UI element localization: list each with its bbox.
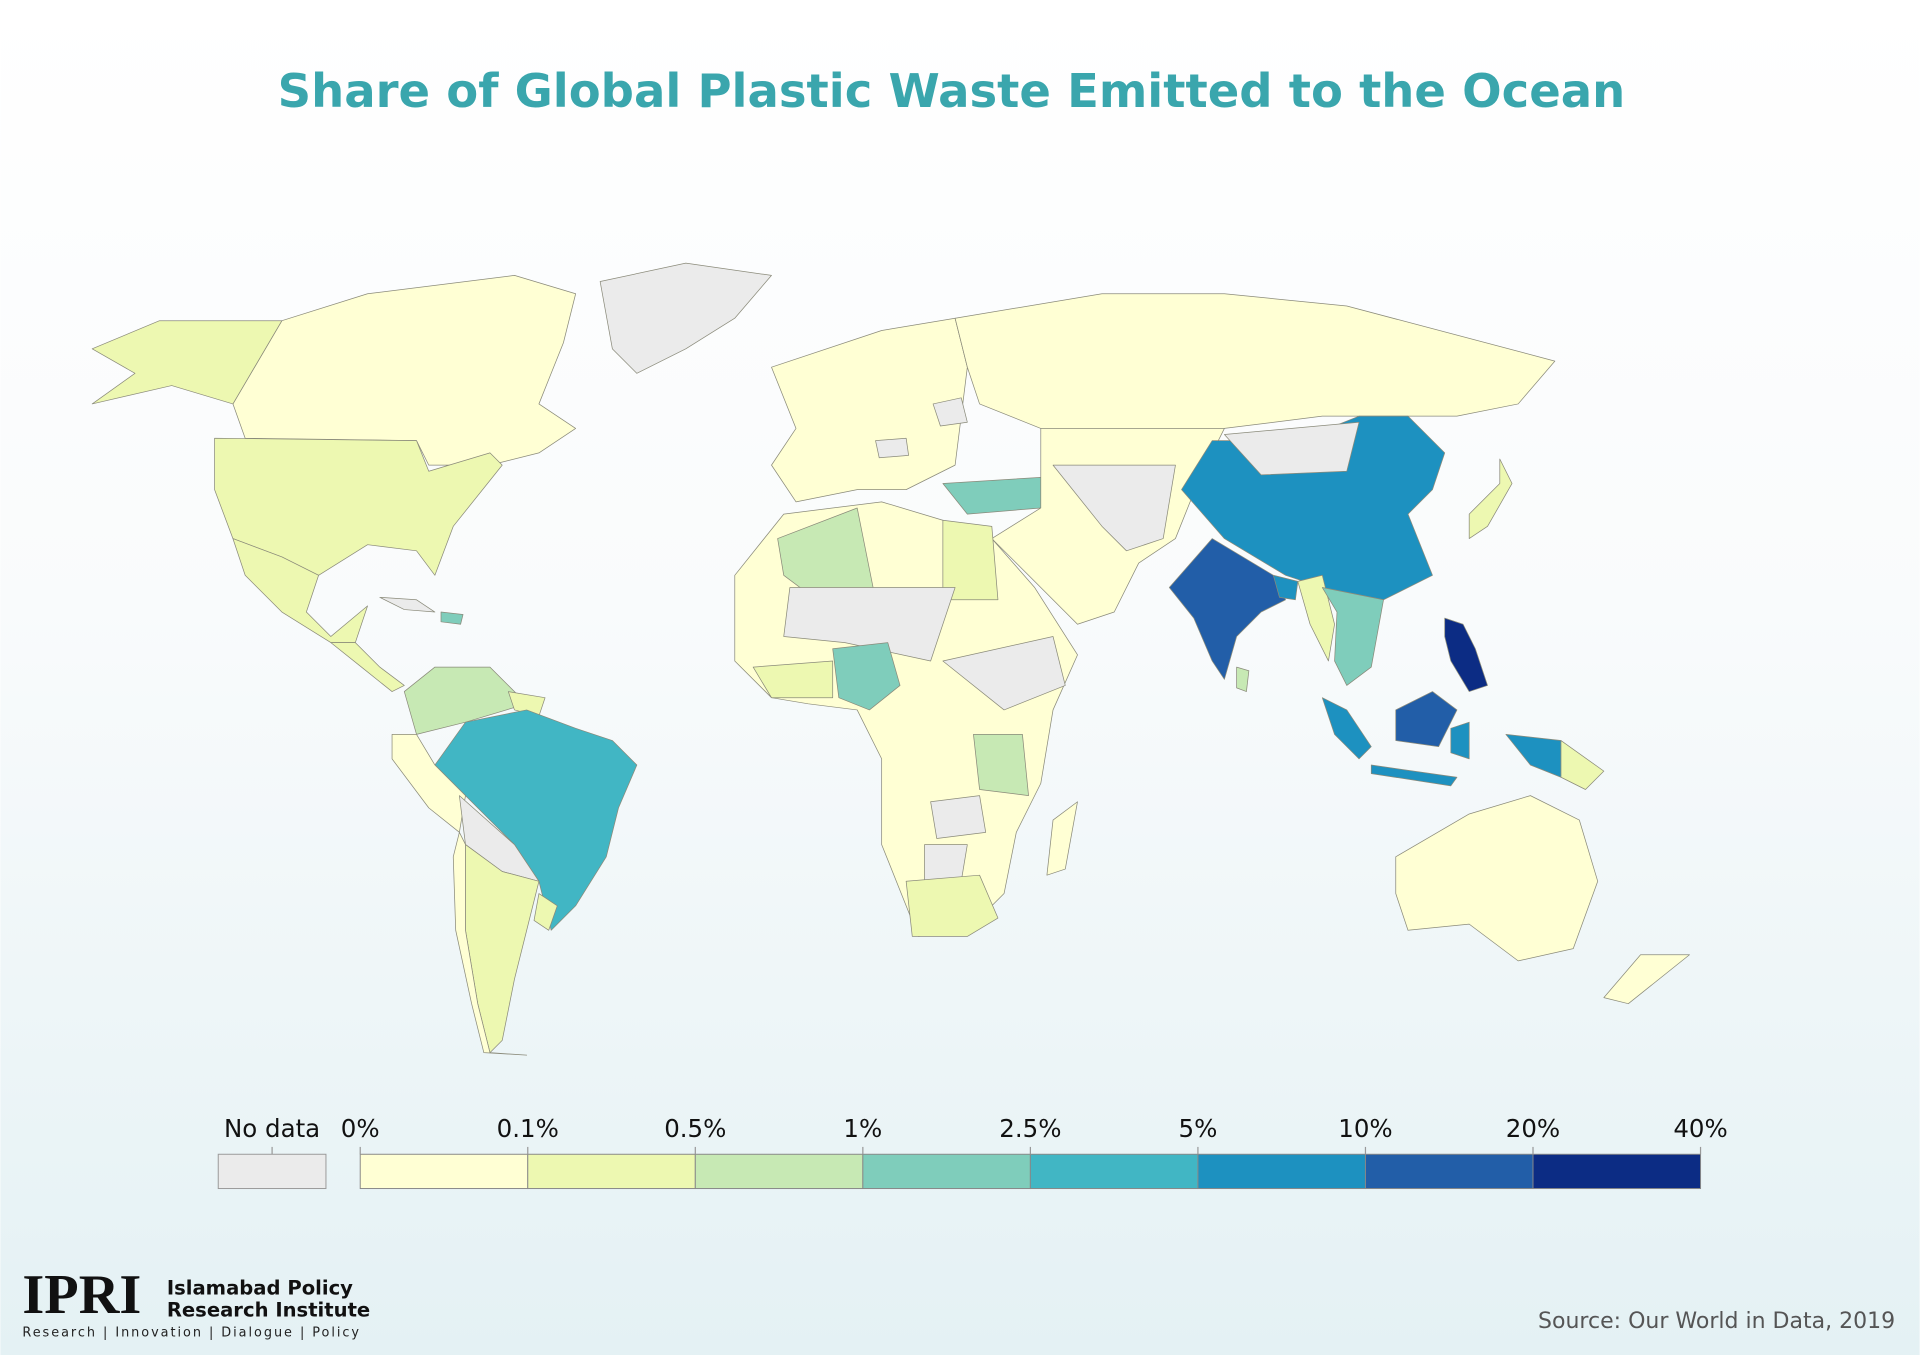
country — [771, 317, 968, 503]
logo-name: Research Institute — [167, 1298, 370, 1321]
legend-bin — [527, 1153, 696, 1190]
country — [1468, 458, 1513, 539]
country — [932, 397, 968, 427]
title: Share of Global Plastic Waste Emitted to… — [278, 64, 1626, 118]
legend-bin — [359, 1153, 529, 1190]
country — [330, 642, 405, 692]
country — [1168, 538, 1286, 680]
logo-name: Islamabad Policy — [167, 1276, 353, 1299]
legend-tick-label: 0% — [341, 1114, 380, 1143]
legend-tick-label: 2.5% — [999, 1114, 1061, 1143]
country — [1297, 574, 1335, 662]
legend-bin — [1029, 1153, 1199, 1190]
country — [905, 874, 999, 937]
country — [1450, 721, 1470, 760]
country — [1560, 740, 1605, 790]
logo-tagline: Research | Innovation | Dialogue | Polic… — [22, 1325, 361, 1340]
source: Source: Our World in Data, 2019 — [1538, 1309, 1895, 1334]
country — [942, 519, 999, 601]
legend-tick-label: 1% — [843, 1114, 882, 1143]
country — [379, 596, 436, 613]
country — [1236, 666, 1250, 692]
country — [1321, 697, 1372, 760]
legend-bin — [1364, 1153, 1534, 1190]
country — [452, 831, 528, 1056]
legend-bin — [1197, 1153, 1366, 1190]
country — [832, 642, 901, 711]
country — [1603, 954, 1690, 1005]
country — [1395, 795, 1599, 962]
legend-tick-label: 40% — [1673, 1114, 1727, 1143]
country — [599, 262, 772, 374]
country — [752, 660, 834, 699]
legend-bin — [862, 1153, 1031, 1190]
country — [1321, 587, 1384, 686]
country — [1370, 764, 1458, 787]
country — [875, 437, 909, 459]
country — [91, 320, 283, 405]
country — [1272, 574, 1299, 601]
country — [1046, 801, 1078, 876]
legend-tick-label: 20% — [1506, 1114, 1560, 1143]
legend-tick-label: 5% — [1179, 1114, 1218, 1143]
country — [232, 538, 368, 643]
country — [973, 734, 1029, 796]
country — [930, 795, 987, 839]
country — [1395, 691, 1458, 748]
logo-acronym: IPRI — [22, 1264, 141, 1326]
country — [1224, 421, 1360, 476]
no-data-label: No data — [224, 1114, 320, 1143]
legend-tick-label: 0.1% — [497, 1114, 559, 1143]
legend: No data 0% 0.1% 0.5% 1% 2.5% 5% 10% 20% 40% — [217, 1114, 1728, 1190]
legend-bin — [1532, 1153, 1702, 1190]
world-map — [91, 262, 1690, 1056]
legend-tick-label: 10% — [1338, 1114, 1392, 1143]
legend-tick-label: 0.5% — [664, 1114, 726, 1143]
country — [1444, 617, 1488, 692]
country — [533, 893, 558, 931]
no-data-swatch — [217, 1153, 327, 1190]
country — [440, 611, 464, 625]
legend-bin — [694, 1153, 864, 1190]
country — [1052, 464, 1176, 552]
country — [942, 636, 1066, 711]
